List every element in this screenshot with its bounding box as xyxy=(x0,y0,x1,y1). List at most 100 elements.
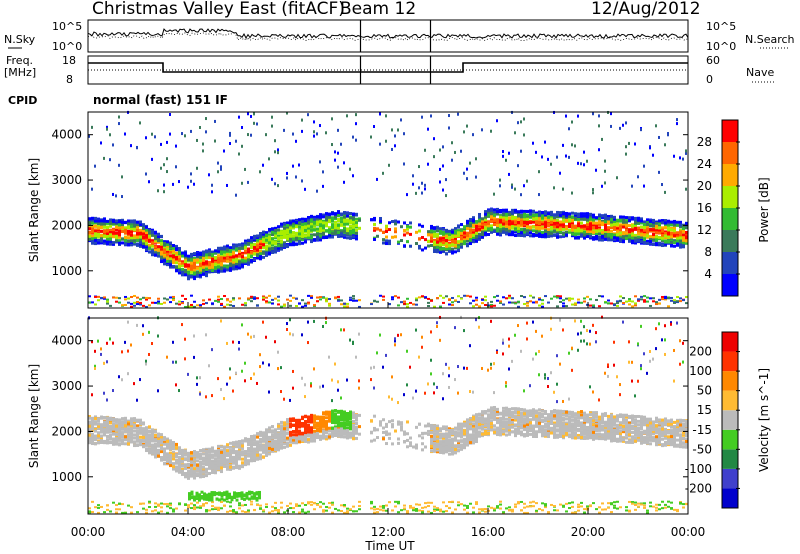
power-cell xyxy=(136,296,139,299)
power-cell xyxy=(541,230,544,234)
power-cell xyxy=(211,251,214,255)
power-cell xyxy=(613,215,616,219)
power-cell xyxy=(394,134,396,138)
power-cell xyxy=(595,234,598,238)
velocity-cell xyxy=(112,425,115,429)
power-cell xyxy=(280,224,283,228)
power-cell xyxy=(475,224,478,228)
power-cell xyxy=(610,124,612,128)
power-cell xyxy=(157,239,160,243)
power-cell xyxy=(439,230,442,234)
power-cell xyxy=(163,190,165,194)
velocity-cell xyxy=(106,341,108,345)
power-cell xyxy=(571,211,574,215)
power-cell xyxy=(487,213,490,217)
power-cell xyxy=(541,299,544,302)
power-cell xyxy=(295,236,298,240)
power-cell xyxy=(145,228,148,232)
power-cell xyxy=(151,233,154,237)
power-cell xyxy=(685,230,688,234)
power-cell xyxy=(685,235,688,239)
power-cell xyxy=(160,257,163,261)
power-cell xyxy=(154,251,157,255)
power-cell xyxy=(646,227,649,231)
power-cell xyxy=(460,223,463,227)
power-cell xyxy=(223,295,226,298)
power-cell xyxy=(286,111,288,115)
power-cell xyxy=(553,221,556,225)
power-cell xyxy=(601,238,604,242)
power-cell xyxy=(355,228,358,232)
colorbar-tick-label: 24 xyxy=(697,157,712,171)
power-cell xyxy=(313,130,315,134)
velocity-cell xyxy=(97,504,100,507)
power-cell xyxy=(523,221,526,225)
power-cell xyxy=(202,250,205,254)
power-cell xyxy=(610,235,613,239)
power-cell xyxy=(445,236,448,240)
power-cell xyxy=(607,230,610,234)
power-cell xyxy=(469,238,472,242)
power-cell xyxy=(325,212,328,216)
power-cell xyxy=(313,217,316,221)
power-cell xyxy=(403,162,405,166)
power-cell xyxy=(433,249,436,253)
power-cell xyxy=(682,241,685,245)
power-cell xyxy=(478,215,481,219)
power-cell xyxy=(472,299,475,302)
power-cell xyxy=(634,295,637,298)
noise-left-tick-top: 10^5 xyxy=(52,20,82,33)
power-cell xyxy=(244,167,246,171)
power-cell xyxy=(280,236,283,240)
power-cell xyxy=(604,220,607,224)
power-cell xyxy=(157,249,160,253)
power-cell xyxy=(163,183,165,187)
power-cell xyxy=(214,265,217,269)
power-cell xyxy=(154,238,157,242)
power-cell xyxy=(310,219,313,223)
power-cell xyxy=(511,301,514,304)
power-cell xyxy=(292,226,295,230)
power-cell xyxy=(340,142,342,146)
power-cell xyxy=(343,211,346,215)
power-cell xyxy=(544,222,547,226)
power-cell xyxy=(496,119,498,123)
power-cell xyxy=(682,226,685,230)
power-cell xyxy=(526,222,529,226)
velocity-cell xyxy=(97,424,100,428)
power-cell xyxy=(88,222,91,226)
velocity-cell xyxy=(109,416,112,420)
power-cell xyxy=(463,294,466,297)
velocity-cell xyxy=(112,423,115,427)
power-cell xyxy=(538,304,541,307)
power-cell xyxy=(418,246,421,250)
power-cell xyxy=(229,258,232,262)
power-cell xyxy=(520,222,523,226)
power-cell xyxy=(562,226,565,230)
velocity-cell xyxy=(88,439,91,443)
power-cell xyxy=(388,239,391,243)
y-tick-label: 4000 xyxy=(51,128,82,142)
power-cell xyxy=(355,138,357,142)
power-cell xyxy=(175,165,177,169)
power-cell xyxy=(178,255,181,259)
power-cell xyxy=(187,258,190,262)
power-cell xyxy=(685,222,688,226)
power-cell xyxy=(115,296,118,299)
power-cell xyxy=(559,223,562,227)
power-cell xyxy=(496,208,499,212)
power-cell xyxy=(418,165,420,169)
power-cell xyxy=(427,233,430,237)
power-cell xyxy=(103,296,106,299)
power-cell xyxy=(118,163,120,167)
power-cell xyxy=(607,214,610,218)
velocity-cell xyxy=(103,361,105,365)
power-cell xyxy=(649,228,652,232)
power-cell xyxy=(577,222,580,226)
power-cell xyxy=(415,297,418,300)
power-cell xyxy=(103,219,106,223)
power-cell xyxy=(649,229,652,233)
power-cell xyxy=(562,227,565,231)
power-cell xyxy=(541,155,543,159)
power-cell xyxy=(502,211,505,215)
